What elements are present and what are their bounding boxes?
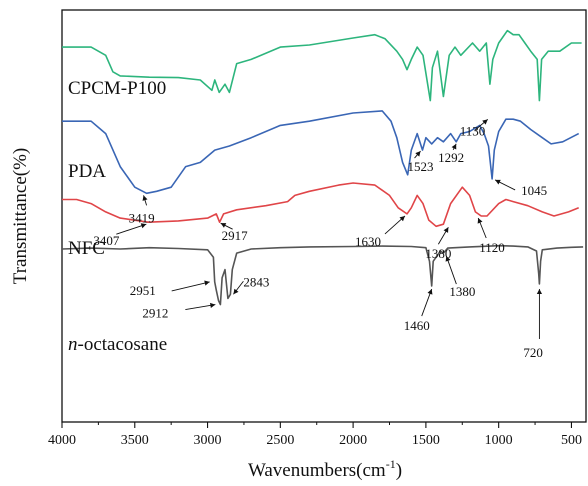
peak-label-1380: 1380	[449, 284, 475, 299]
series-line-n-octacosane	[61, 244, 584, 306]
annotation-arrowhead	[220, 223, 227, 228]
y-axis-title: Transmittance(%)	[10, 148, 31, 285]
peak-label-2917: 2917	[222, 228, 249, 243]
peak-label-1292: 1292	[438, 150, 464, 165]
annotation-arrowhead	[443, 227, 449, 233]
peak-label-2912: 2912	[142, 306, 168, 321]
annotation-layer: 3419 1523 1292 1130 1045 3407 2917 1630 1380 1120…	[93, 119, 547, 360]
series-line-pda	[62, 110, 580, 195]
annotation-arrowhead	[399, 215, 405, 222]
series-layer	[61, 29, 584, 306]
peak-label-2951: 2951	[130, 283, 156, 298]
x-tick-label: 500	[561, 433, 582, 448]
peak-label-1523: 1523	[408, 159, 434, 174]
annotation-arrowhead	[415, 151, 421, 157]
peak-label-1130: 1130	[460, 123, 486, 138]
series-label-nfc: NFC	[68, 238, 105, 259]
peak-label-3419: 3419	[129, 210, 155, 225]
x-tick-label: 1000	[485, 433, 513, 448]
peak-label-1045: 1045	[521, 183, 547, 198]
series-label-pda: PDA	[68, 161, 106, 182]
annotation-arrowhead	[427, 289, 433, 295]
peak-label-3407: 3407	[93, 233, 120, 248]
series-labels: CPCM-P100 PDA NFC n-octacosane	[68, 78, 167, 355]
annotation-arrowhead	[451, 143, 457, 150]
x-tick-label: 4000	[48, 433, 76, 448]
annotation-arrow	[171, 281, 210, 292]
annotation-arrowhead	[495, 179, 501, 185]
series-line-nfc	[62, 182, 579, 228]
annotation-arrowhead	[536, 288, 543, 294]
peak-label-720: 720	[523, 345, 543, 360]
x-tick-label: 3000	[194, 433, 222, 448]
x-axis-title: Wavenumbers(cm-1)	[248, 457, 402, 481]
annotation-arrowhead	[477, 218, 483, 224]
x-tick-label: 2000	[339, 433, 367, 448]
peak-label-1630: 1630	[355, 234, 381, 249]
annotation-arrow	[185, 304, 216, 311]
annotation-arrowhead	[210, 302, 216, 308]
series-label-cpcm-p100: CPCM-P100	[68, 78, 166, 99]
annotation-arrowhead	[233, 288, 239, 295]
annotation-arrowhead	[482, 119, 488, 125]
annotation-arrowhead	[140, 223, 147, 229]
x-tick-label: 3500	[121, 433, 149, 448]
plot-frame	[61, 9, 587, 423]
peak-label-1460: 1460	[404, 318, 430, 333]
peak-label-2843: 2843	[243, 274, 269, 289]
series-line-cpcm-p100	[62, 29, 582, 102]
x-axis-ticks: 4000 3500 3000 2500 2000 1500 1000 500	[48, 422, 582, 448]
annotation-arrow	[116, 223, 147, 235]
annotation-arrowhead	[445, 256, 451, 262]
annotation-arrowhead	[142, 195, 148, 201]
series-label-n-octacosane: n-octacosane	[68, 334, 167, 355]
peak-label-1380: 1380	[425, 246, 451, 261]
annotation-arrowhead	[204, 280, 210, 286]
x-tick-label: 2500	[266, 433, 294, 448]
peak-label-1120: 1120	[479, 240, 505, 255]
x-tick-label: 1500	[412, 433, 440, 448]
